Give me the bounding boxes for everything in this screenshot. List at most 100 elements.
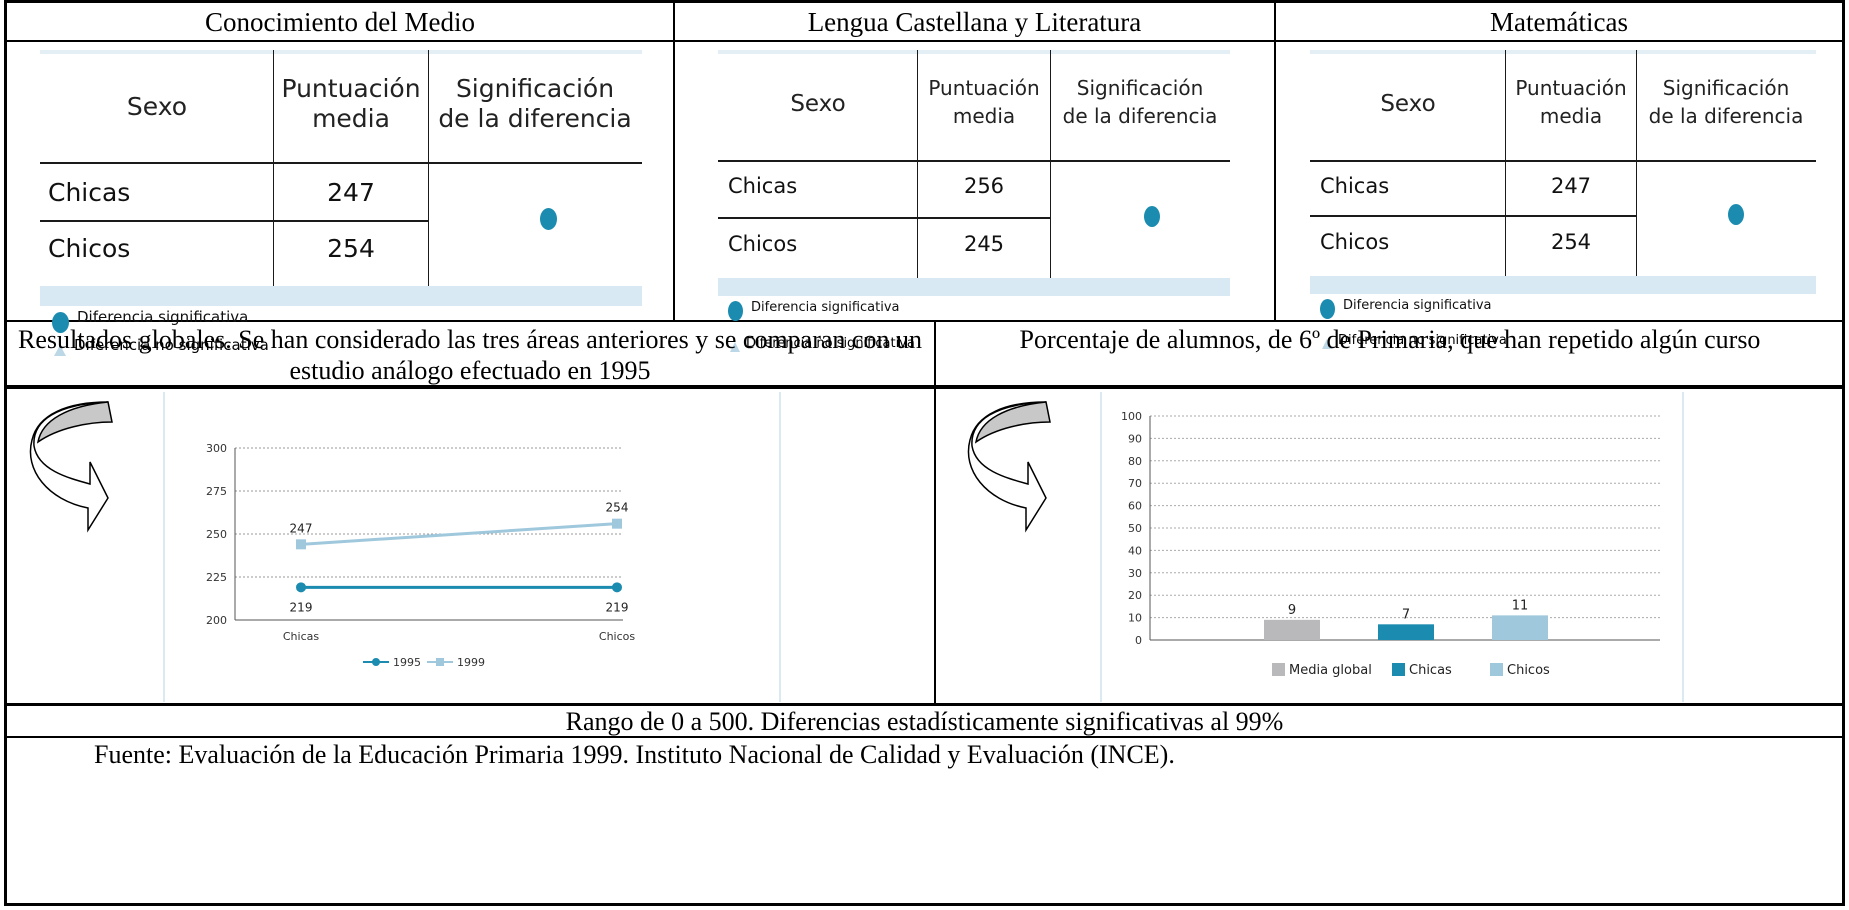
row-label-chicas: Chicas <box>48 178 131 207</box>
data-point <box>612 582 622 593</box>
header-puntuacion: Puntuación media <box>281 74 421 133</box>
y-tick-label: 80 <box>1128 455 1142 468</box>
header-sexo: Sexo <box>1380 91 1436 117</box>
header-sexo: Sexo <box>126 92 188 121</box>
bar-media-global <box>1264 619 1320 640</box>
data-point <box>296 582 306 593</box>
row-label-chicas: Chicas <box>728 174 798 198</box>
y-tick-label: 250 <box>206 528 227 541</box>
row-value-chicos: 254 <box>327 234 375 263</box>
legend-not-significant: Diferencia no significativa <box>54 336 269 356</box>
data-label: 254 <box>606 501 629 515</box>
line-chart: 200 225 250 275 300 Chicas Chicos 219 219 247 254 1… <box>206 442 635 669</box>
table-band <box>40 286 642 306</box>
table-rule <box>1310 160 1816 162</box>
table-top-band <box>1310 50 1816 54</box>
y-tick-label: 100 <box>1121 410 1142 423</box>
table-rule <box>1050 50 1051 278</box>
legend-label: Diferencia no significativa <box>746 336 915 351</box>
subject-title: Matemáticas <box>1490 7 1628 37</box>
table-rule <box>917 50 918 278</box>
divider <box>1274 0 1276 321</box>
score-table: Sexo Puntuación media Significación de l… <box>1310 50 1816 319</box>
range-note: Rango de 0 a 500. Diferencias estadístic… <box>565 707 1284 736</box>
caption-global-results: Resultados globales. Se han considerado … <box>18 325 922 385</box>
y-tick-label: 225 <box>206 571 227 584</box>
subject-title: Conocimiento del Medio <box>205 7 475 37</box>
table-rule <box>40 220 428 222</box>
row-label-chicas: Chicas <box>1320 174 1390 198</box>
source-note: Fuente: Evaluación de la Educación Prima… <box>94 740 1175 769</box>
legend-significant: Diferencia significativa <box>1320 298 1492 319</box>
header-significacion: Significación de la diferencia <box>1648 76 1804 128</box>
legend-label: Media global <box>1289 663 1372 678</box>
table-rule <box>718 160 1230 162</box>
legend-marker <box>436 658 444 666</box>
table-band <box>718 278 1230 296</box>
header-sexo: Sexo <box>790 91 846 117</box>
legend-label: Diferencia no significativa <box>1338 333 1507 348</box>
bar-chart-panel <box>1100 392 1684 702</box>
divider <box>4 40 1845 42</box>
significant-dot <box>1728 204 1744 225</box>
circle-icon <box>728 301 743 321</box>
y-tick-label: 275 <box>206 485 227 498</box>
table-rule <box>1636 50 1637 276</box>
row-label-chicos: Chicos <box>728 232 798 256</box>
x-tick-label: Chicos <box>599 630 635 643</box>
triangle-icon <box>54 344 66 356</box>
y-tick-label: 200 <box>206 614 227 627</box>
y-tick-label: 20 <box>1128 589 1142 602</box>
curved-arrow-icon <box>967 401 1051 533</box>
bar-chart: 0 10 20 30 40 50 60 70 80 90 100 9 7 11 Media global Ch… <box>1121 410 1660 678</box>
table-top-band <box>718 50 1230 54</box>
y-tick-label: 300 <box>206 442 227 455</box>
row-value-chicas: 247 <box>327 178 375 207</box>
legend-marker <box>372 658 380 666</box>
legend-label: Diferencia significativa <box>1343 298 1492 313</box>
legend-label: 1995 <box>393 656 421 669</box>
legend-swatch <box>1490 663 1503 676</box>
triangle-icon <box>1322 339 1332 349</box>
row-label-chicos: Chicos <box>1320 230 1390 254</box>
row-label-chicos: Chicos <box>48 234 131 263</box>
bar-chicos <box>1492 615 1548 640</box>
legend-not-significant: Diferencia no significativa <box>1322 333 1507 349</box>
subject-title: Lengua Castellana y Literatura <box>807 7 1142 37</box>
document-frame <box>4 0 1845 906</box>
legend-swatch <box>1272 663 1285 676</box>
row-value-chicos: 245 <box>963 232 1005 256</box>
legend-label: Diferencia no significativa <box>74 336 269 354</box>
divider <box>4 320 1845 322</box>
divider <box>4 385 1845 389</box>
data-label: 219 <box>290 600 313 614</box>
bar-chicas <box>1378 624 1434 640</box>
header-significacion: Significación de la diferencia <box>438 74 632 133</box>
x-tick-label: Chicas <box>283 630 319 643</box>
table-rule <box>40 162 642 164</box>
divider <box>934 320 936 704</box>
triangle-icon <box>730 342 740 352</box>
table-rule <box>273 50 274 286</box>
header-puntuacion: Puntuación media <box>928 76 1040 128</box>
table-rule <box>1505 50 1506 276</box>
legend-label: Chicos <box>1507 663 1550 678</box>
divider <box>673 0 675 321</box>
legend-significant: Diferencia significativa <box>728 300 900 321</box>
table-band <box>1310 276 1816 294</box>
significant-dot <box>1144 206 1160 227</box>
score-table: Sexo Puntuación media Significación de l… <box>40 50 642 333</box>
y-tick-label: 50 <box>1128 522 1142 535</box>
legend-label: 1999 <box>457 656 485 669</box>
row-value-chicas: 247 <box>1550 174 1592 198</box>
line-chart-panel <box>163 392 781 702</box>
divider <box>4 736 1845 738</box>
legend-not-significant: Diferencia no significativa <box>730 336 915 352</box>
data-point <box>296 539 306 550</box>
data-point <box>612 518 622 529</box>
y-tick-label: 90 <box>1128 432 1142 445</box>
circle-icon <box>1320 299 1335 319</box>
score-table: Sexo Puntuación media Significación de l… <box>718 50 1230 321</box>
header-puntuacion: Puntuación media <box>1515 76 1627 128</box>
legend-swatch <box>1392 663 1405 676</box>
